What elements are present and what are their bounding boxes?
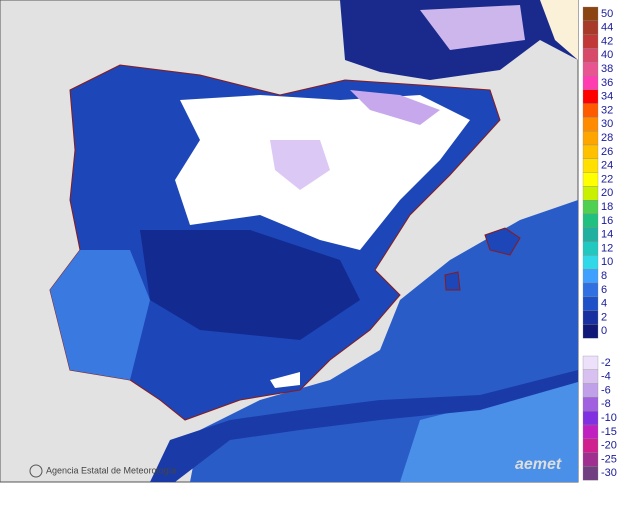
legend-label: 40 xyxy=(601,49,613,61)
legend-label: -2 xyxy=(601,357,611,369)
legend-swatch xyxy=(582,466,599,481)
legend-label: 18 xyxy=(601,201,613,213)
legend-label: -30 xyxy=(601,467,617,479)
legend-label: 28 xyxy=(601,132,613,144)
legend-label: 14 xyxy=(601,229,613,241)
legend-label: 8 xyxy=(601,270,607,282)
legend-label: 12 xyxy=(601,242,613,254)
legend-label: 26 xyxy=(601,146,613,158)
legend-swatch xyxy=(582,20,599,35)
legend-swatch xyxy=(582,324,599,339)
legend-label: 30 xyxy=(601,118,613,130)
legend-label: 20 xyxy=(601,187,613,199)
logo: aemet xyxy=(515,456,562,473)
legend-label: 34 xyxy=(601,91,613,103)
legend-swatch xyxy=(582,438,599,453)
legend-label: -6 xyxy=(601,384,611,396)
legend-swatch xyxy=(582,117,599,132)
legend-label: 36 xyxy=(601,77,613,89)
africa-coast xyxy=(150,370,578,482)
legend-label: 6 xyxy=(601,284,607,296)
legend-label: 16 xyxy=(601,215,613,227)
legend-swatch xyxy=(582,227,599,242)
legend-label: 0 xyxy=(601,325,607,337)
legend-swatch xyxy=(582,48,599,63)
legend-label: -20 xyxy=(601,440,617,452)
map: Agencia Estatal de Meteorología aemet xyxy=(0,0,579,483)
legend-label: 44 xyxy=(601,22,613,34)
legend-swatch xyxy=(582,103,599,118)
legend-swatch xyxy=(582,241,599,256)
legend-label: -10 xyxy=(601,412,617,424)
cold-area xyxy=(420,5,525,50)
legend-swatch xyxy=(582,269,599,284)
legend-label: 22 xyxy=(601,173,613,185)
central-cold xyxy=(140,230,360,340)
legend-swatch xyxy=(582,255,599,270)
credit: Agencia Estatal de Meteorología xyxy=(46,465,176,475)
legend-swatch xyxy=(582,89,599,104)
island xyxy=(444,271,461,291)
legend-label: 32 xyxy=(601,104,613,116)
legend-label: -4 xyxy=(601,371,611,383)
sea-warm xyxy=(400,380,578,482)
legend-label: 4 xyxy=(601,298,607,310)
legend-label: 38 xyxy=(601,63,613,75)
legend-swatch xyxy=(582,144,599,159)
snow-south xyxy=(270,372,300,388)
legend-label: 50 xyxy=(601,8,613,20)
legend-swatch xyxy=(582,200,599,215)
legend-label: 24 xyxy=(601,160,613,172)
legend-label: -8 xyxy=(601,398,611,410)
credit-icon xyxy=(29,464,43,478)
legend-swatch xyxy=(582,34,599,49)
legend-swatch xyxy=(582,213,599,228)
legend-swatch xyxy=(582,369,599,384)
frost-north xyxy=(350,90,440,125)
legend-swatch xyxy=(582,355,599,370)
legend-swatch xyxy=(582,411,599,426)
warm-area xyxy=(540,0,578,60)
legend-label: -15 xyxy=(601,426,617,438)
legend-swatch xyxy=(582,383,599,398)
legend: 5044424038363432302826242220181614121086… xyxy=(582,6,617,481)
frost xyxy=(270,140,330,190)
legend-label: 2 xyxy=(601,311,607,323)
legend-swatch xyxy=(582,75,599,90)
legend-label: 10 xyxy=(601,256,613,268)
legend-swatch xyxy=(582,62,599,77)
legend-swatch xyxy=(582,310,599,325)
west-warm xyxy=(50,250,150,380)
legend-swatch xyxy=(582,186,599,201)
legend-swatch xyxy=(582,131,599,146)
legend-swatch xyxy=(582,424,599,439)
legend-label: -25 xyxy=(601,453,617,465)
legend-swatch xyxy=(582,172,599,187)
legend-swatch xyxy=(582,158,599,173)
legend-label: 42 xyxy=(601,35,613,47)
legend-swatch xyxy=(582,397,599,412)
legend-swatch xyxy=(582,452,599,467)
island xyxy=(484,227,521,256)
legend-swatch xyxy=(582,296,599,311)
legend-swatch xyxy=(582,282,599,297)
legend-swatch xyxy=(582,6,599,21)
